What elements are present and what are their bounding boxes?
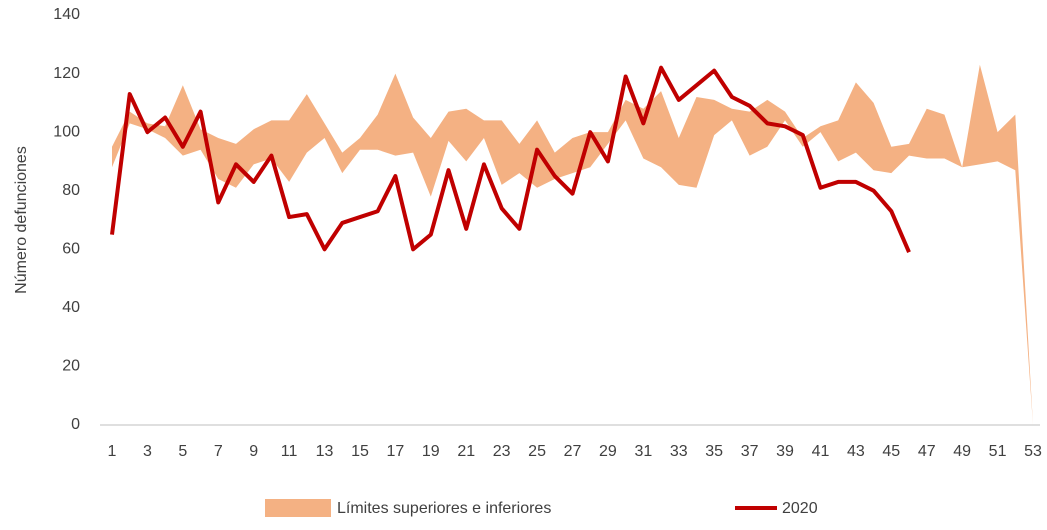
x-tick-label: 5: [178, 443, 187, 460]
y-tick-label: 20: [62, 358, 80, 375]
y-axis-label: Número defunciones: [13, 146, 30, 294]
x-tick-label: 33: [670, 443, 688, 460]
x-tick-label: 35: [705, 443, 723, 460]
x-tick-label: 19: [422, 443, 440, 460]
x-tick-label: 17: [386, 443, 404, 460]
x-tick-label: 39: [776, 443, 794, 460]
x-tick-label: 9: [249, 443, 258, 460]
x-tick-label: 49: [953, 443, 971, 460]
x-tick-label: 53: [1024, 443, 1042, 460]
legend-label: Límites superiores e inferiores: [337, 500, 551, 517]
x-tick-label: 1: [108, 443, 117, 460]
x-tick-label: 21: [457, 443, 475, 460]
y-tick-label: 0: [71, 416, 80, 433]
x-tick-label: 37: [741, 443, 759, 460]
band-area: [112, 64, 1033, 426]
x-tick-label: 13: [316, 443, 334, 460]
x-tick-label: 23: [493, 443, 511, 460]
y-tick-label: 60: [62, 241, 80, 258]
legend-label: 2020: [782, 500, 818, 517]
x-tick-label: 43: [847, 443, 865, 460]
x-tick-label: 3: [143, 443, 152, 460]
legend-swatch: [265, 499, 331, 517]
x-tick-label: 7: [214, 443, 223, 460]
x-tick-label: 15: [351, 443, 369, 460]
x-tick-label: 27: [564, 443, 582, 460]
x-tick-label: 45: [882, 443, 900, 460]
x-tick-label: 29: [599, 443, 617, 460]
x-tick-label: 25: [528, 443, 546, 460]
x-tick-label: 47: [918, 443, 936, 460]
y-tick-label: 40: [62, 299, 80, 316]
x-tick-label: 31: [634, 443, 652, 460]
x-tick-label: 51: [989, 443, 1007, 460]
line-series: [110, 65, 911, 254]
x-tick-label: 41: [812, 443, 830, 460]
y-tick-label: 140: [53, 6, 80, 23]
x-tick-label: 11: [281, 443, 298, 460]
y-tick-label: 120: [53, 65, 80, 82]
y-tick-label: 80: [62, 182, 80, 199]
y-tick-label: 100: [53, 123, 80, 140]
